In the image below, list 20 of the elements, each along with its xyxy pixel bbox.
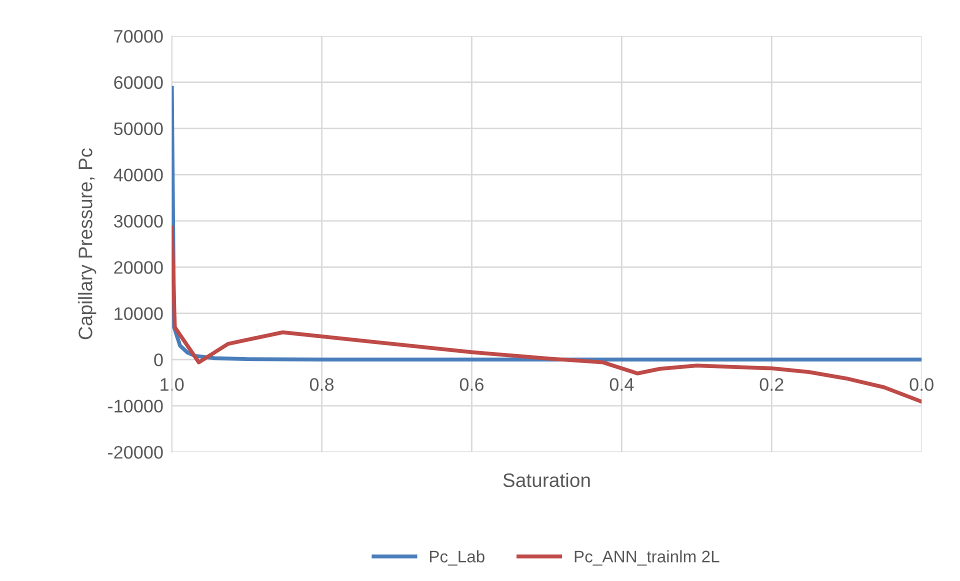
y-tick-label: 10000 xyxy=(114,307,163,320)
y-tick-label: 70000 xyxy=(114,30,163,43)
x-tick-label: 0.6 xyxy=(460,378,484,391)
y-tick-label: -20000 xyxy=(108,446,163,459)
legend-label: Pc_ANN_trainlm 2L xyxy=(574,550,720,566)
x-tick-label: 0.0 xyxy=(910,378,934,391)
y-tick-label: 20000 xyxy=(114,261,163,274)
x-axis-title: Saturation xyxy=(503,472,590,488)
x-tick-label: 0.2 xyxy=(760,378,784,391)
y-tick-label: 50000 xyxy=(114,122,163,136)
y-tick-label: 60000 xyxy=(114,76,163,89)
y-tick-label: 30000 xyxy=(114,214,163,228)
y-tick-label: 40000 xyxy=(114,168,163,182)
y-axis-title: Capillary Pressure, Pc xyxy=(78,148,96,340)
y-tick-label: -10000 xyxy=(108,400,163,413)
x-tick-label: 0.4 xyxy=(610,378,634,391)
y-tick-label: 0 xyxy=(154,354,163,366)
legend-label: Pc_Lab xyxy=(430,550,484,566)
x-tick-label: 1.0 xyxy=(160,378,184,391)
x-tick-label: 0.8 xyxy=(310,378,334,391)
